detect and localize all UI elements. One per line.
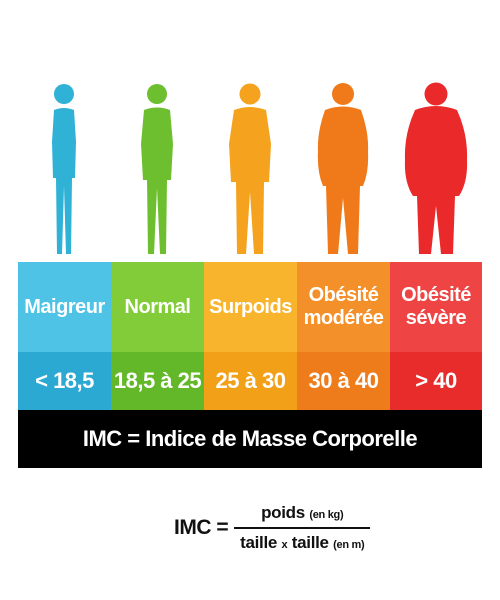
formula-numerator: poids (en kg)	[255, 503, 349, 527]
formula-fraction: poids (en kg) taille x taille (en m)	[234, 503, 371, 553]
body-figures	[18, 60, 482, 260]
category-name-maigreur: Maigreur	[18, 262, 111, 352]
banner-text: IMC = Indice de Masse Corporelle	[82, 426, 418, 451]
figure-slot-maigreur	[18, 60, 111, 260]
imc-table: Maigreur Normal Surpoids Obésité modérée…	[18, 262, 482, 410]
figure-slot-surpoids	[204, 60, 297, 260]
category-range-obesite-severe: > 40	[390, 352, 482, 410]
category-range-obesite-moderee: 30 à 40	[297, 352, 390, 410]
category-ranges-row: < 18,5 18,5 à 25 25 à 30 30 à 40 > 40	[18, 352, 482, 410]
category-names-row: Maigreur Normal Surpoids Obésité modérée…	[18, 262, 482, 352]
formula-denominator: taille x taille (en m)	[234, 529, 370, 553]
slim-person-icon	[52, 84, 77, 254]
figure-slot-obesite-moderee	[296, 60, 389, 260]
category-name-surpoids: Surpoids	[204, 262, 297, 352]
numerator-text: poids	[261, 503, 305, 522]
overweight-person-icon	[228, 83, 271, 254]
normal-person-icon	[141, 84, 174, 254]
imc-definition-banner: IMC = Indice de Masse Corporelle	[18, 410, 482, 468]
times-sign: x	[281, 539, 288, 551]
figure-slot-obesite-severe	[389, 60, 482, 260]
category-range-maigreur: < 18,5	[18, 352, 111, 410]
severely-obese-person-icon	[404, 82, 467, 254]
fraction-bar	[234, 527, 371, 529]
obese-person-icon	[317, 83, 368, 254]
category-range-surpoids: 25 à 30	[204, 352, 297, 410]
formula-lhs: IMC =	[174, 516, 229, 539]
category-name-obesite-moderee: Obésité modérée	[297, 262, 390, 352]
figure-slot-normal	[111, 60, 204, 260]
numerator-unit: (en kg)	[309, 509, 344, 521]
category-range-normal: 18,5 à 25	[111, 352, 204, 410]
denominator-unit: (en m)	[333, 539, 365, 551]
category-name-normal: Normal	[111, 262, 204, 352]
denominator-text: taille	[240, 533, 278, 552]
imc-formula: IMC = poids (en kg) taille x taille (en …	[174, 488, 371, 568]
denominator-text-2: taille	[291, 533, 329, 552]
category-name-obesite-severe: Obésité sévère	[390, 262, 482, 352]
